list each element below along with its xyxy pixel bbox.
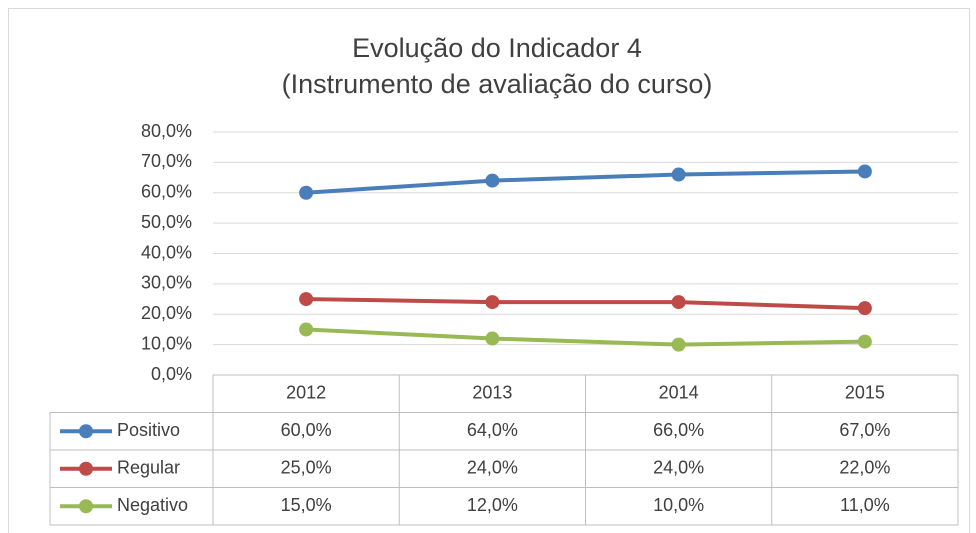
legend-label: Positivo xyxy=(117,420,180,440)
chart-border xyxy=(8,8,970,533)
series-marker xyxy=(671,295,686,310)
table-cell: 15,0% xyxy=(281,495,332,515)
series-marker xyxy=(857,164,872,179)
series-line xyxy=(306,327,865,347)
legend-label: Negativo xyxy=(117,495,188,515)
table-cell: 67,0% xyxy=(839,420,890,440)
legend-marker xyxy=(79,424,93,439)
table-cell: 60,0% xyxy=(281,420,332,440)
table-cell: 10,0% xyxy=(653,495,704,515)
x-tick-label: 2012 xyxy=(286,383,326,403)
chart-subtitle: (Instrumento de avaliação do curso) xyxy=(282,69,713,99)
legend-marker xyxy=(79,461,93,476)
y-tick-label: 30,0% xyxy=(141,273,192,293)
table-cell: 24,0% xyxy=(467,458,518,478)
series-marker xyxy=(857,334,872,349)
y-tick-label: 50,0% xyxy=(141,212,192,232)
series-marker xyxy=(671,167,686,182)
y-tick-label: 10,0% xyxy=(141,333,192,353)
x-tick-label: 2014 xyxy=(659,383,699,403)
legend-label: Regular xyxy=(117,458,180,478)
x-tick-label: 2015 xyxy=(845,383,885,403)
series-marker xyxy=(299,185,314,200)
series-marker xyxy=(857,301,872,316)
table-cell: 24,0% xyxy=(653,458,704,478)
series-line xyxy=(306,297,865,311)
series-marker xyxy=(671,337,686,352)
series-marker xyxy=(485,295,500,310)
table-cell: 64,0% xyxy=(467,420,518,440)
table-cell: 11,0% xyxy=(840,495,890,515)
table-cell: 25,0% xyxy=(281,458,332,478)
legend-marker xyxy=(79,499,93,514)
y-tick-label: 60,0% xyxy=(141,182,192,202)
series-marker xyxy=(485,173,500,188)
y-tick-label: 80,0% xyxy=(141,121,192,141)
table-cell: 12,0% xyxy=(467,495,518,515)
x-tick-label: 2013 xyxy=(472,383,512,403)
chart-title: Evolução do Indicador 4 xyxy=(352,33,642,63)
y-tick-label: 0,0% xyxy=(151,364,192,384)
series-marker xyxy=(485,331,500,346)
table-cell: 22,0% xyxy=(839,458,890,478)
series-line xyxy=(305,169,865,195)
series-marker xyxy=(299,292,314,307)
y-tick-label: 70,0% xyxy=(141,151,192,171)
y-tick-label: 20,0% xyxy=(141,303,192,323)
y-tick-label: 40,0% xyxy=(141,242,192,262)
series-marker xyxy=(299,322,314,337)
table-cell: 66,0% xyxy=(653,420,704,440)
